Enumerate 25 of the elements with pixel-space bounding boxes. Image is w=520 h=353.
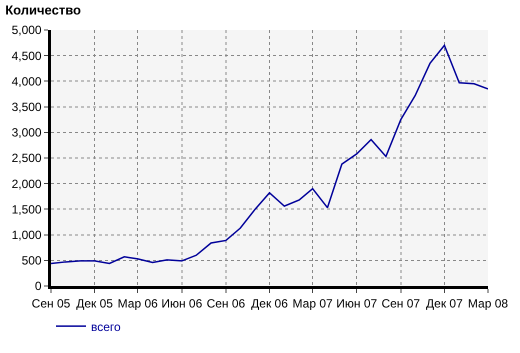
y-tick-label: 4,500 bbox=[12, 48, 42, 63]
x-tick-label: Июн 06 bbox=[161, 296, 203, 310]
y-tick-label: 1,500 bbox=[12, 202, 42, 216]
legend-label: всего bbox=[91, 320, 122, 334]
y-tick-label: 5,000 bbox=[12, 23, 42, 38]
y-tick-label: 0 bbox=[34, 279, 42, 294]
x-tick-label: Мар 07 bbox=[292, 296, 334, 310]
x-tick-label: Сен 07 bbox=[381, 296, 420, 310]
y-tick-label: 1,000 bbox=[12, 228, 42, 242]
line-series bbox=[51, 44, 488, 264]
y-tick-label: 2,500 bbox=[12, 151, 42, 166]
x-tick-label: Дек 05 bbox=[76, 296, 114, 310]
y-tick-label: 3,500 bbox=[12, 100, 42, 114]
y-tick-label: 500 bbox=[22, 254, 42, 268]
x-tick-label: Сен 05 bbox=[32, 296, 71, 310]
x-tick-label: Мар 08 bbox=[468, 296, 508, 310]
y-tick-label: 3,000 bbox=[12, 126, 42, 140]
x-tick-label: Дек 06 bbox=[251, 296, 288, 310]
y-tick-label: 4,000 bbox=[12, 74, 42, 88]
x-tick-label: Июн 07 bbox=[336, 296, 378, 310]
x-tick-label: Мар 06 bbox=[118, 296, 158, 310]
x-tick-label: Дек 07 bbox=[426, 296, 464, 310]
y-tick-label: 2,000 bbox=[12, 176, 42, 191]
chart-title: Количество bbox=[5, 2, 82, 18]
x-tick-label: Сен 06 bbox=[206, 296, 246, 310]
